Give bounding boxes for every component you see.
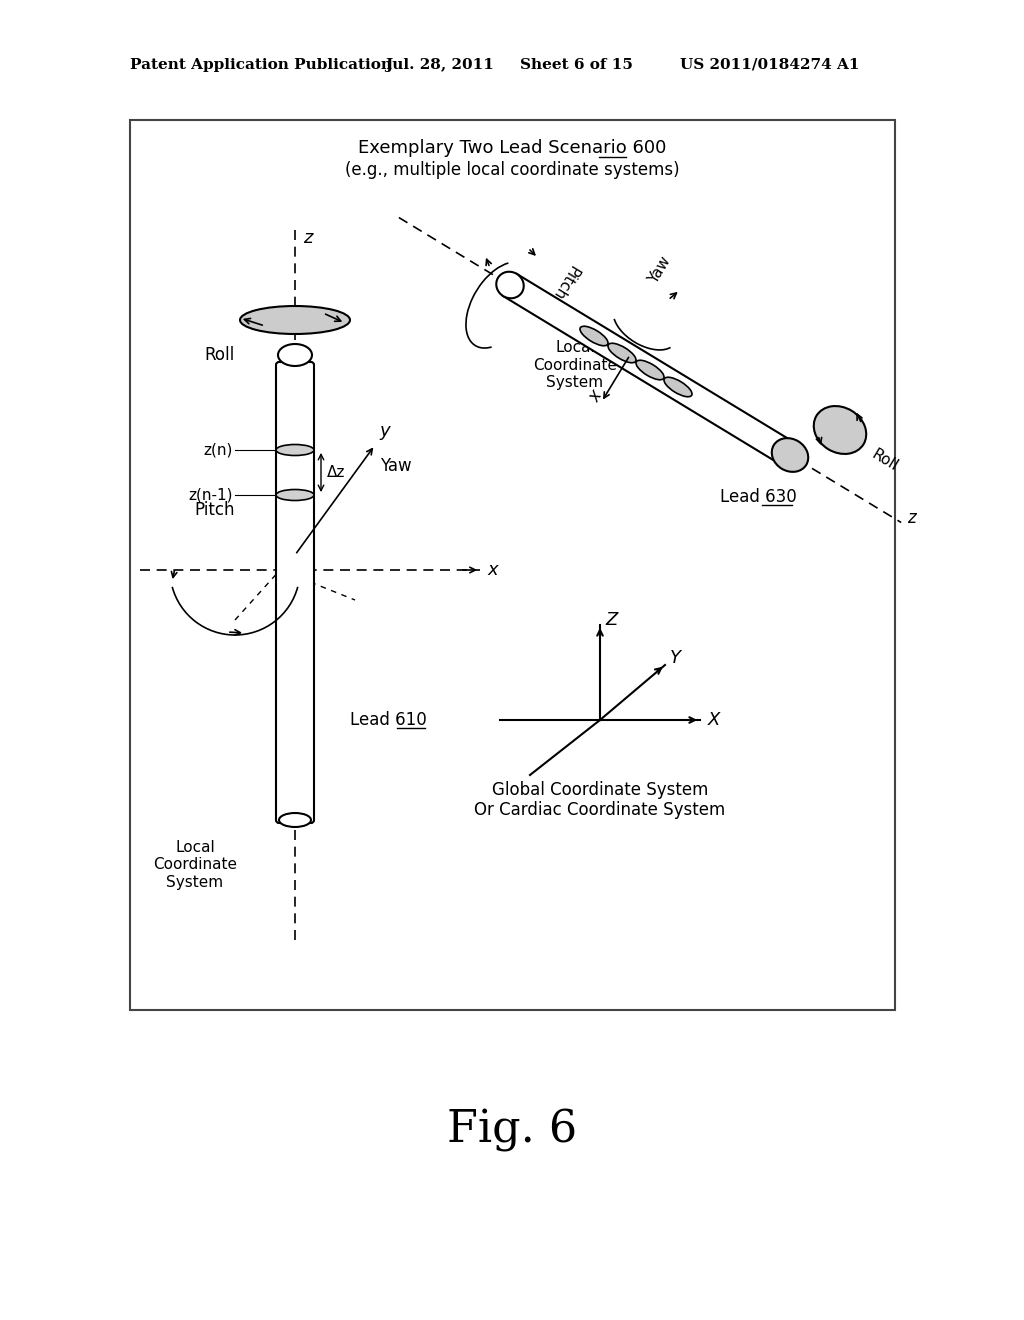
Text: Local
Coordinate
System: Local Coordinate System — [153, 840, 237, 890]
Text: Exemplary Two Lead Scenario 600: Exemplary Two Lead Scenario 600 — [358, 139, 667, 157]
Text: Jul. 28, 2011: Jul. 28, 2011 — [385, 58, 494, 73]
Text: z: z — [303, 228, 312, 247]
Text: Pitch: Pitch — [549, 263, 581, 302]
Text: x: x — [585, 385, 606, 403]
Ellipse shape — [276, 490, 314, 500]
Ellipse shape — [636, 360, 664, 380]
Text: Fig. 6: Fig. 6 — [446, 1109, 578, 1151]
Text: Yaw: Yaw — [380, 457, 412, 475]
Ellipse shape — [240, 306, 350, 334]
Text: Roll: Roll — [869, 446, 901, 474]
Ellipse shape — [279, 813, 311, 828]
Text: (e.g., multiple local coordinate systems): (e.g., multiple local coordinate systems… — [345, 161, 680, 180]
Text: Lead 610: Lead 610 — [350, 711, 427, 729]
Text: Global Coordinate System
Or Cardiac Coordinate System: Global Coordinate System Or Cardiac Coor… — [474, 780, 726, 820]
Text: x: x — [487, 561, 498, 579]
Text: z(n): z(n) — [204, 442, 233, 458]
Ellipse shape — [664, 378, 692, 397]
Text: Patent Application Publication: Patent Application Publication — [130, 58, 392, 73]
Text: Roll: Roll — [205, 346, 236, 364]
Ellipse shape — [276, 445, 314, 455]
Text: Z: Z — [605, 611, 617, 630]
Text: z(n-1): z(n-1) — [188, 487, 233, 503]
Ellipse shape — [580, 326, 608, 346]
Text: Lead 630: Lead 630 — [720, 488, 797, 506]
Ellipse shape — [278, 345, 312, 366]
Text: Yaw: Yaw — [646, 253, 674, 286]
Text: z: z — [663, 374, 677, 391]
Text: y: y — [379, 422, 389, 440]
Text: Δz: Δz — [327, 465, 345, 480]
Text: Y: Y — [670, 649, 681, 667]
Ellipse shape — [772, 438, 808, 471]
Bar — [130, 120, 895, 1010]
Ellipse shape — [497, 272, 523, 298]
Text: X: X — [708, 711, 720, 729]
Text: Local
Coordinate
System: Local Coordinate System — [534, 341, 617, 389]
Text: Pitch: Pitch — [195, 502, 236, 519]
Ellipse shape — [608, 343, 636, 363]
FancyBboxPatch shape — [276, 362, 314, 822]
Ellipse shape — [814, 407, 866, 454]
Bar — [503, 273, 797, 466]
Text: z: z — [907, 510, 915, 528]
Text: Sheet 6 of 15: Sheet 6 of 15 — [520, 58, 633, 73]
Text: US 2011/0184274 A1: US 2011/0184274 A1 — [680, 58, 859, 73]
